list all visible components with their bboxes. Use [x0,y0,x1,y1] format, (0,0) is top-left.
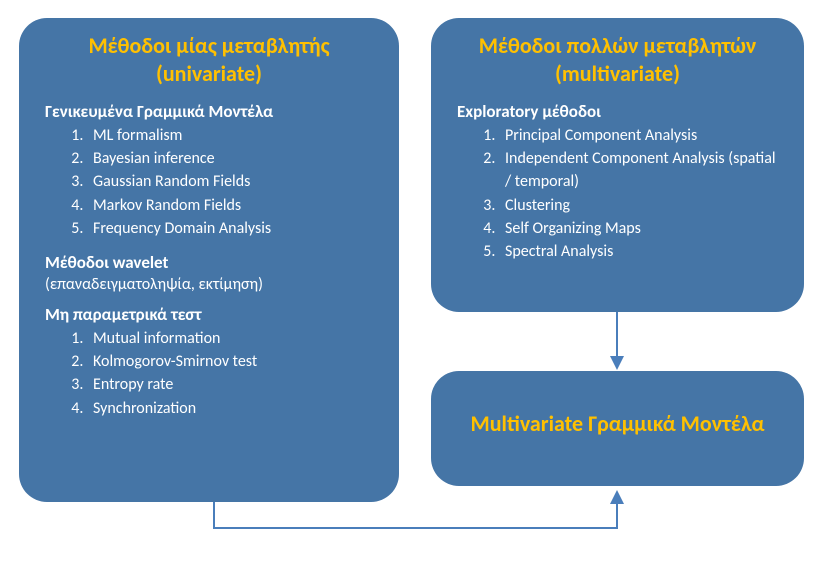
multivariate-title: Μέθοδοι πολλών μεταβλητών (multivariate) [457,32,778,87]
list-item: Independent Component Analysis (spatial … [499,147,778,193]
arrow-top-to-bottom [607,312,627,370]
wavelet-heading: Μέθοδοι wavelet [45,252,373,273]
list-item: Principal Component Analysis [499,124,778,147]
list-item: ML formalism [87,124,373,147]
list-item: Bayesian inference [87,147,373,170]
list-item: Frequency Domain Analysis [87,217,373,240]
list-item: Mutual information [87,327,373,350]
list-item: Kolmogorov-Smirnov test [87,350,373,373]
list-item: Spectral Analysis [499,240,778,263]
mv-linear-models-title: Multivariate Γραμμικά Μοντέλα [471,410,765,437]
glm-list: ML formalismBayesian inferenceGaussian R… [45,124,373,240]
exploratory-list: Principal Component AnalysisIndependent … [457,124,778,263]
univariate-box: Μέθοδοι μίας μεταβλητής (univariate) Γεν… [19,18,399,502]
list-item: Self Organizing Maps [499,217,778,240]
nonparametric-list: Mutual informationKolmogorov-Smirnov tes… [45,327,373,420]
exploratory-heading: Exploratory μέθοδοι [457,101,778,122]
multivariate-title-line1: Μέθοδοι πολλών μεταβλητών [479,32,757,59]
multivariate-title-line2: (multivariate) [555,60,680,87]
list-item: Clustering [499,194,778,217]
nonparametric-heading: Μη παραμετρικά τεστ [45,304,373,325]
list-item: Synchronization [87,397,373,420]
glm-heading: Γενικευμένα Γραμμικά Μοντέλα [45,101,373,122]
list-item: Markov Random Fields [87,194,373,217]
multivariate-box: Μέθοδοι πολλών μεταβλητών (multivariate)… [431,18,804,312]
mv-linear-models-box: Multivariate Γραμμικά Μοντέλα [431,371,804,486]
univariate-title: Μέθοδοι μίας μεταβλητής (univariate) [45,32,373,87]
list-item: Gaussian Random Fields [87,170,373,193]
univariate-title-line1: Μέθοδοι μίας μεταβλητής [88,32,329,59]
list-item: Entropy rate [87,373,373,396]
univariate-title-line2: (univariate) [156,60,262,87]
wavelet-note: (επαναδειγματοληψία, εκτίμηση) [45,275,373,294]
